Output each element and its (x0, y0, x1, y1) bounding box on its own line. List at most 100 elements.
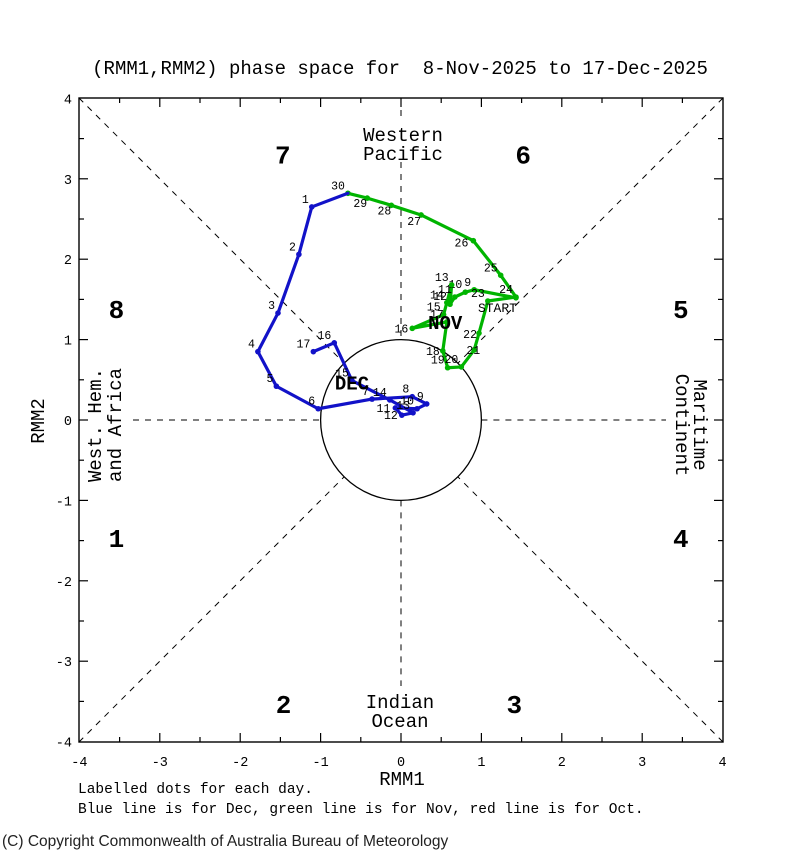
phase-divider-dashed-line (78, 476, 345, 743)
day-label-dec-6: 6 (308, 396, 315, 409)
day-dot-dec-6 (315, 405, 321, 412)
day-dot-dec-8 (409, 393, 416, 400)
day-dot-nov-18 (440, 348, 446, 354)
region-western-pacific: Pacific (363, 144, 443, 166)
day-dot-dec-17 (310, 348, 317, 355)
x-axis-title: RMM1 (379, 769, 425, 791)
day-label-nov-30: 30 (331, 180, 345, 193)
y-tick-label: 2 (64, 254, 72, 269)
x-tick-label: 1 (477, 756, 485, 771)
day-dot-nov-20 (458, 364, 465, 370)
day-label-dec-11: 11 (377, 403, 391, 416)
day-label-dec-1: 1 (302, 194, 309, 207)
x-tick-label: 4 (719, 756, 727, 771)
region-indian-ocean: Ocean (371, 711, 428, 733)
trajectory-dec (256, 191, 429, 417)
chart-title: (RMM1,RMM2) phase space for 8-Nov-2025 t… (92, 58, 708, 80)
day-dot-dec-5 (273, 383, 280, 390)
day-label-dec-8: 8 (402, 384, 409, 397)
phase-7-label: 7 (275, 142, 291, 172)
day-label-dec-10: 10 (400, 396, 414, 409)
region-western-pacific: Western (363, 125, 443, 147)
x-tick-label: 3 (638, 756, 646, 771)
day-label-dec-13: 13 (396, 400, 410, 413)
day-label-dec-14: 14 (373, 387, 387, 400)
day-dot-dec-2 (296, 251, 302, 258)
day-label-nov-14: 14 (430, 290, 444, 303)
phase-5-label: 5 (673, 296, 689, 326)
day-dot-dec-3 (275, 310, 281, 316)
footnote-labelled-dots: Labelled dots for each day. (78, 782, 313, 798)
day-label-nov-15: 15 (427, 302, 441, 315)
x-tick-label: -4 (71, 756, 87, 771)
day-dot-dec-4 (255, 348, 261, 355)
day-label-nov-29: 29 (353, 198, 367, 211)
phase-4-label: 4 (673, 525, 689, 555)
day-label-nov-28: 28 (378, 205, 392, 218)
day-dot-dec-1 (308, 204, 315, 210)
day-dot-nov-29 (364, 195, 371, 201)
y-tick-label: -4 (56, 737, 72, 752)
day-label-dec-17: 17 (297, 339, 311, 352)
day-dot-dec-16 (331, 340, 338, 346)
x-tick-label: 2 (558, 756, 566, 771)
region-maritime-continent: Continent (670, 374, 692, 477)
phase-divider-dashed-line (457, 97, 724, 364)
day-dot-nov-13 (448, 282, 455, 288)
day-label-nov-17: 17 (430, 309, 444, 322)
day-label-nov-16: 16 (394, 323, 408, 336)
x-tick-label: -3 (152, 756, 168, 771)
day-dot-nov-9 (471, 286, 477, 293)
day-dot-dec-7 (369, 396, 375, 402)
day-dot-nov-24 (513, 294, 519, 300)
day-label-nov-25: 25 (484, 262, 498, 275)
day-label-nov-19: 19 (431, 355, 445, 368)
y-axis-title: RMM2 (28, 398, 50, 444)
day-dot-nov-10 (462, 289, 469, 295)
day-dot-nov-27 (418, 212, 424, 218)
day-dot-dec-10 (414, 405, 420, 412)
day-label-dec-4: 4 (248, 339, 255, 352)
day-dot-dec-11 (392, 405, 399, 411)
day-label-nov-12: 12 (433, 291, 447, 304)
day-dot-nov-15 (440, 311, 447, 318)
day-dot-nov-19 (444, 364, 451, 371)
day-dot-nov-21 (471, 347, 477, 353)
day-dot-nov-26 (470, 237, 477, 244)
day-dot-nov-11 (452, 294, 458, 300)
phase-3-label: 3 (507, 691, 523, 721)
phase-divider-dashed-line (457, 476, 724, 743)
day-label-dec-16: 16 (317, 330, 331, 343)
day-label-nov-21: 21 (466, 345, 480, 358)
day-dot-nov-25 (497, 272, 504, 279)
phase-divider-dashed-line (78, 97, 345, 364)
day-label-nov-18: 18 (426, 346, 440, 359)
day-dot-nov-14 (444, 299, 450, 306)
day-label-nov-9: 9 (464, 277, 471, 290)
y-tick-label: 3 (64, 174, 72, 189)
day-label-nov-11: 11 (438, 284, 452, 297)
day-label-dec-7: 7 (362, 386, 369, 399)
day-dot-nov-22 (476, 330, 482, 336)
day-label-dec-5: 5 (266, 373, 273, 386)
phase-1-label: 1 (109, 525, 125, 555)
phase-6-label: 6 (515, 142, 531, 172)
day-label-nov-22: 22 (463, 329, 477, 342)
day-dot-dec-9 (423, 401, 430, 407)
day-label-nov-23: 23 (471, 288, 485, 301)
day-label-nov-13: 13 (435, 272, 449, 285)
y-tick-label: 1 (64, 335, 72, 350)
unit-circle (319, 338, 483, 502)
day-label-nov-26: 26 (455, 238, 469, 251)
x-tick-label: -1 (312, 756, 328, 771)
day-dot-dec-15 (349, 377, 355, 384)
day-dot-dec-14 (386, 397, 393, 403)
trajectory-nov (346, 191, 518, 370)
x-tick-label: 0 (397, 756, 405, 771)
day-dot-dec-12 (399, 412, 405, 418)
day-label-dec-12: 12 (384, 410, 398, 423)
month-label-dec: DEC (335, 373, 369, 395)
phase-2-label: 2 (276, 691, 292, 721)
